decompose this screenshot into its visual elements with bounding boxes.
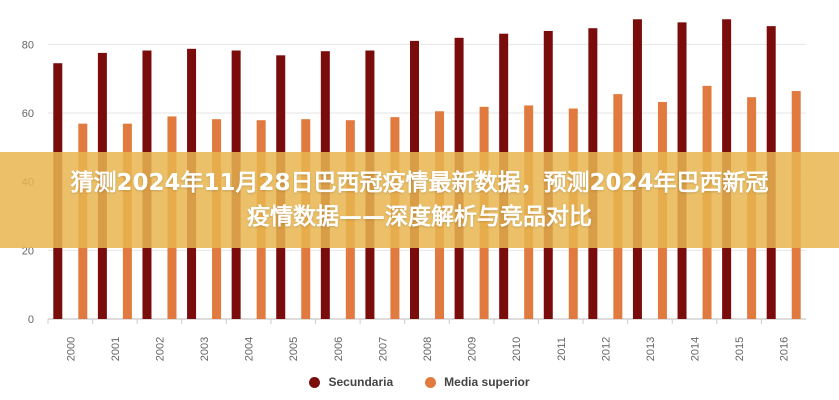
x-tick-label: 2011 <box>556 337 568 361</box>
x-tick-label: 2002 <box>154 337 166 361</box>
x-tick-label: 2009 <box>467 337 479 361</box>
overlay-title: 猜测2024年11月28日巴西冠疫情最新数据，预测2024年巴西新冠疫情数据——… <box>70 170 769 230</box>
legend-swatch-secundaria <box>309 376 321 388</box>
x-tick-label: 2006 <box>333 337 345 361</box>
x-tick-label: 2013 <box>645 337 657 361</box>
x-tick-label: 2001 <box>110 337 122 361</box>
legend-label-media-superior: Media superior <box>444 375 530 389</box>
y-tick-label: 60 <box>22 108 34 120</box>
x-tick-label: 2008 <box>422 337 434 361</box>
x-tick-label: 2007 <box>377 337 389 361</box>
x-tick-label: 2012 <box>600 337 612 361</box>
y-tick-label: 20 <box>22 245 34 257</box>
x-tick-label: 2005 <box>288 337 300 361</box>
y-tick-label: 0 <box>28 314 34 326</box>
x-tick-label: 2003 <box>199 337 211 361</box>
title-banner: 猜测2024年11月28日巴西冠疫情最新数据，预测2024年巴西新冠疫情数据——… <box>0 152 839 248</box>
x-tick-label: 2010 <box>511 337 523 361</box>
y-tick-label: 80 <box>22 39 34 51</box>
x-tick-label: 2000 <box>65 337 77 361</box>
legend-item-secundaria[interactable]: Secundaria <box>309 375 393 389</box>
x-tick-label: 2004 <box>244 337 256 361</box>
legend-label-secundaria: Secundaria <box>328 375 394 389</box>
x-tick-label: 2014 <box>690 337 702 361</box>
x-tick-label: 2015 <box>734 337 746 361</box>
chart-legend: Secundaria Media superior <box>0 372 839 392</box>
x-tick-label: 2016 <box>779 337 791 361</box>
legend-item-media-superior[interactable]: Media superior <box>425 375 530 389</box>
legend-swatch-media-superior <box>425 376 437 388</box>
